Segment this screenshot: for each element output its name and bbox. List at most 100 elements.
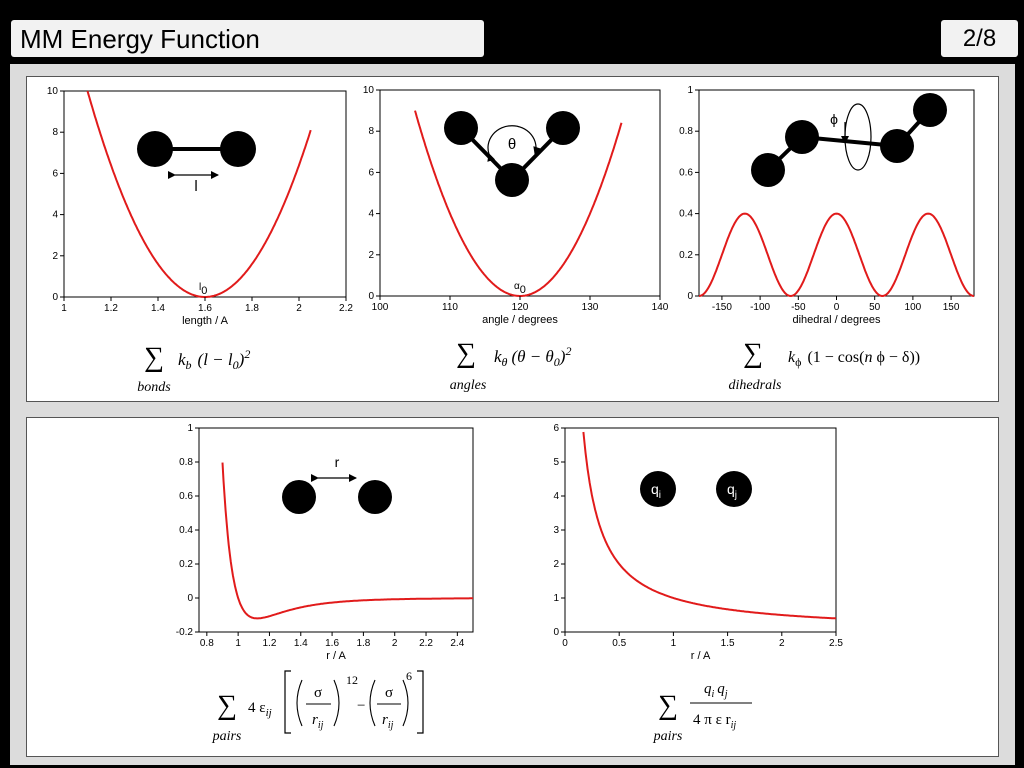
x-axis-label: length / A xyxy=(182,315,229,327)
x-tick-label: 1.5 xyxy=(721,638,735,649)
y-tick-label: 8 xyxy=(368,126,374,137)
bonded-terms-panel xyxy=(26,76,999,402)
atom-icon xyxy=(137,131,173,167)
x-tick-label: -50 xyxy=(791,302,806,313)
y-tick-label: 1 xyxy=(187,423,193,434)
sum-subscript: pairs xyxy=(212,729,242,744)
x-tick-label: 50 xyxy=(869,302,881,313)
y-tick-label: 0 xyxy=(187,593,193,604)
angle-arc-icon xyxy=(487,125,541,162)
x-tick-label: -100 xyxy=(750,302,770,313)
slide-title-box: MM Energy Function xyxy=(11,20,484,57)
sum-symbol: ∑ xyxy=(658,690,678,721)
x-tick-label: 1.6 xyxy=(325,638,339,649)
x-tick-label: 150 xyxy=(943,302,960,313)
paren xyxy=(296,679,303,727)
formula-coefficient: 4 εij xyxy=(248,700,272,719)
angle-diagram: θ xyxy=(444,111,580,197)
slide-title: MM Energy Function xyxy=(20,24,260,54)
y-tick-label: 0 xyxy=(687,291,693,302)
atom-icon xyxy=(913,93,947,127)
y-tick-label: 8 xyxy=(52,127,58,138)
x-axis-label: r / A xyxy=(326,650,346,662)
length-label: l xyxy=(194,178,197,195)
x-tick-label: 1 xyxy=(61,303,67,314)
formula-text: kθ (θ − θ0)2 xyxy=(494,344,571,369)
atom-icon xyxy=(282,480,316,514)
numerator-text: qi qj xyxy=(704,681,728,700)
paren xyxy=(369,679,376,727)
dihedral-formula: ∑ dihedrals kϕ (1 − cos(n ϕ − δ)) xyxy=(729,338,921,393)
curve-series xyxy=(414,110,623,297)
atom-icon xyxy=(358,480,392,514)
x-tick-label: 0.5 xyxy=(612,638,626,649)
y-tick-label: 0.4 xyxy=(179,525,193,536)
sum-subscript: dihedrals xyxy=(729,378,782,393)
atom-icon xyxy=(220,131,256,167)
y-tick-label: 0 xyxy=(52,292,58,303)
sum-subscript: pairs xyxy=(653,729,683,744)
page-number: 2/8 xyxy=(962,25,997,52)
nonbonded-terms-panel xyxy=(26,417,999,757)
dihedral-label: ϕ xyxy=(830,111,838,127)
charge-j-icon xyxy=(716,471,752,507)
y-tick-label: 4 xyxy=(553,491,559,502)
minimum-symbol: α xyxy=(514,281,520,292)
y-tick-label: 2 xyxy=(553,559,559,570)
minimum-subscript: 0 xyxy=(201,285,207,297)
y-tick-label: 1 xyxy=(553,593,559,604)
paren xyxy=(333,679,340,727)
y-tick-label: 6 xyxy=(368,167,374,178)
x-tick-label: 1.8 xyxy=(356,638,370,649)
lennard-jones-formula: ∑ pairs 4 εij σ rij 12 − σ rij 6 xyxy=(212,669,424,744)
x-tick-label: 1.2 xyxy=(104,303,118,314)
y-tick-label: 1 xyxy=(687,85,693,96)
minimum-subscript: 0 xyxy=(520,284,526,296)
y-tick-label: 0.2 xyxy=(679,250,693,261)
x-tick-label: 1.6 xyxy=(198,303,212,314)
y-tick-label: 0.2 xyxy=(179,559,193,570)
charge-j-label: qj xyxy=(727,481,737,501)
sum-subscript: bonds xyxy=(137,380,171,395)
y-tick-label: 6 xyxy=(52,168,58,179)
sum-symbol: ∑ xyxy=(456,338,476,369)
plot-pairs: 0.8 1 1.2 1.4 1.6 1.8 2 2.2 2.4 -0.2 0 0.2 0.4 0.6 0.8… xyxy=(176,423,474,662)
x-tick-label: 1.8 xyxy=(245,303,259,314)
plot-coulomb: 0 0.5 1 1.5 2 2.5 0 1 2 3 4 5 6 r / A xyxy=(553,423,843,662)
x-tick-label: 2.2 xyxy=(419,638,433,649)
x-tick-label: 100 xyxy=(905,302,922,313)
r-text: rij xyxy=(382,712,394,731)
y-tick-label: 0 xyxy=(368,291,374,302)
y-tick-label: 10 xyxy=(363,85,375,96)
y-tick-label: 3 xyxy=(553,525,559,536)
atom-icon xyxy=(495,163,529,197)
y-tick-label: 0.6 xyxy=(179,491,193,502)
atom-icon xyxy=(751,153,785,187)
dihedral-diagram: ϕ xyxy=(751,93,947,187)
y-tick-label: 4 xyxy=(52,210,58,221)
atom-icon xyxy=(880,129,914,163)
minus-sign: − xyxy=(357,698,365,714)
atom-icon xyxy=(444,111,478,145)
sum-symbol: ∑ xyxy=(743,338,763,369)
sum-symbol: ∑ xyxy=(217,690,237,721)
bond-formula: ∑ bonds kb (l − l0)2 xyxy=(137,342,250,395)
x-tick-label: 1 xyxy=(235,638,241,649)
x-axis-label: r / A xyxy=(691,650,711,662)
x-tick-label: 2.5 xyxy=(829,638,843,649)
curve-series xyxy=(698,212,975,298)
y-tick-label: 10 xyxy=(47,86,59,97)
x-tick-label: 1.4 xyxy=(151,303,165,314)
sum-subscript: angles xyxy=(450,378,487,393)
charge-diagram: qi qj xyxy=(640,471,752,507)
plot-dihedrals: -150 -100 -50 0 50 100 150 0 0.2 0.4 0.6 0.8 1 dihedr… xyxy=(679,85,975,326)
y-tick-label: -0.2 xyxy=(176,627,194,638)
y-tick-label: 2 xyxy=(368,250,374,261)
x-tick-label: 1.2 xyxy=(263,638,277,649)
curve-series xyxy=(221,462,473,620)
x-tick-label: 110 xyxy=(442,302,458,313)
atom-icon xyxy=(785,120,819,154)
curve-series xyxy=(582,431,837,620)
plot-frame xyxy=(63,90,347,298)
